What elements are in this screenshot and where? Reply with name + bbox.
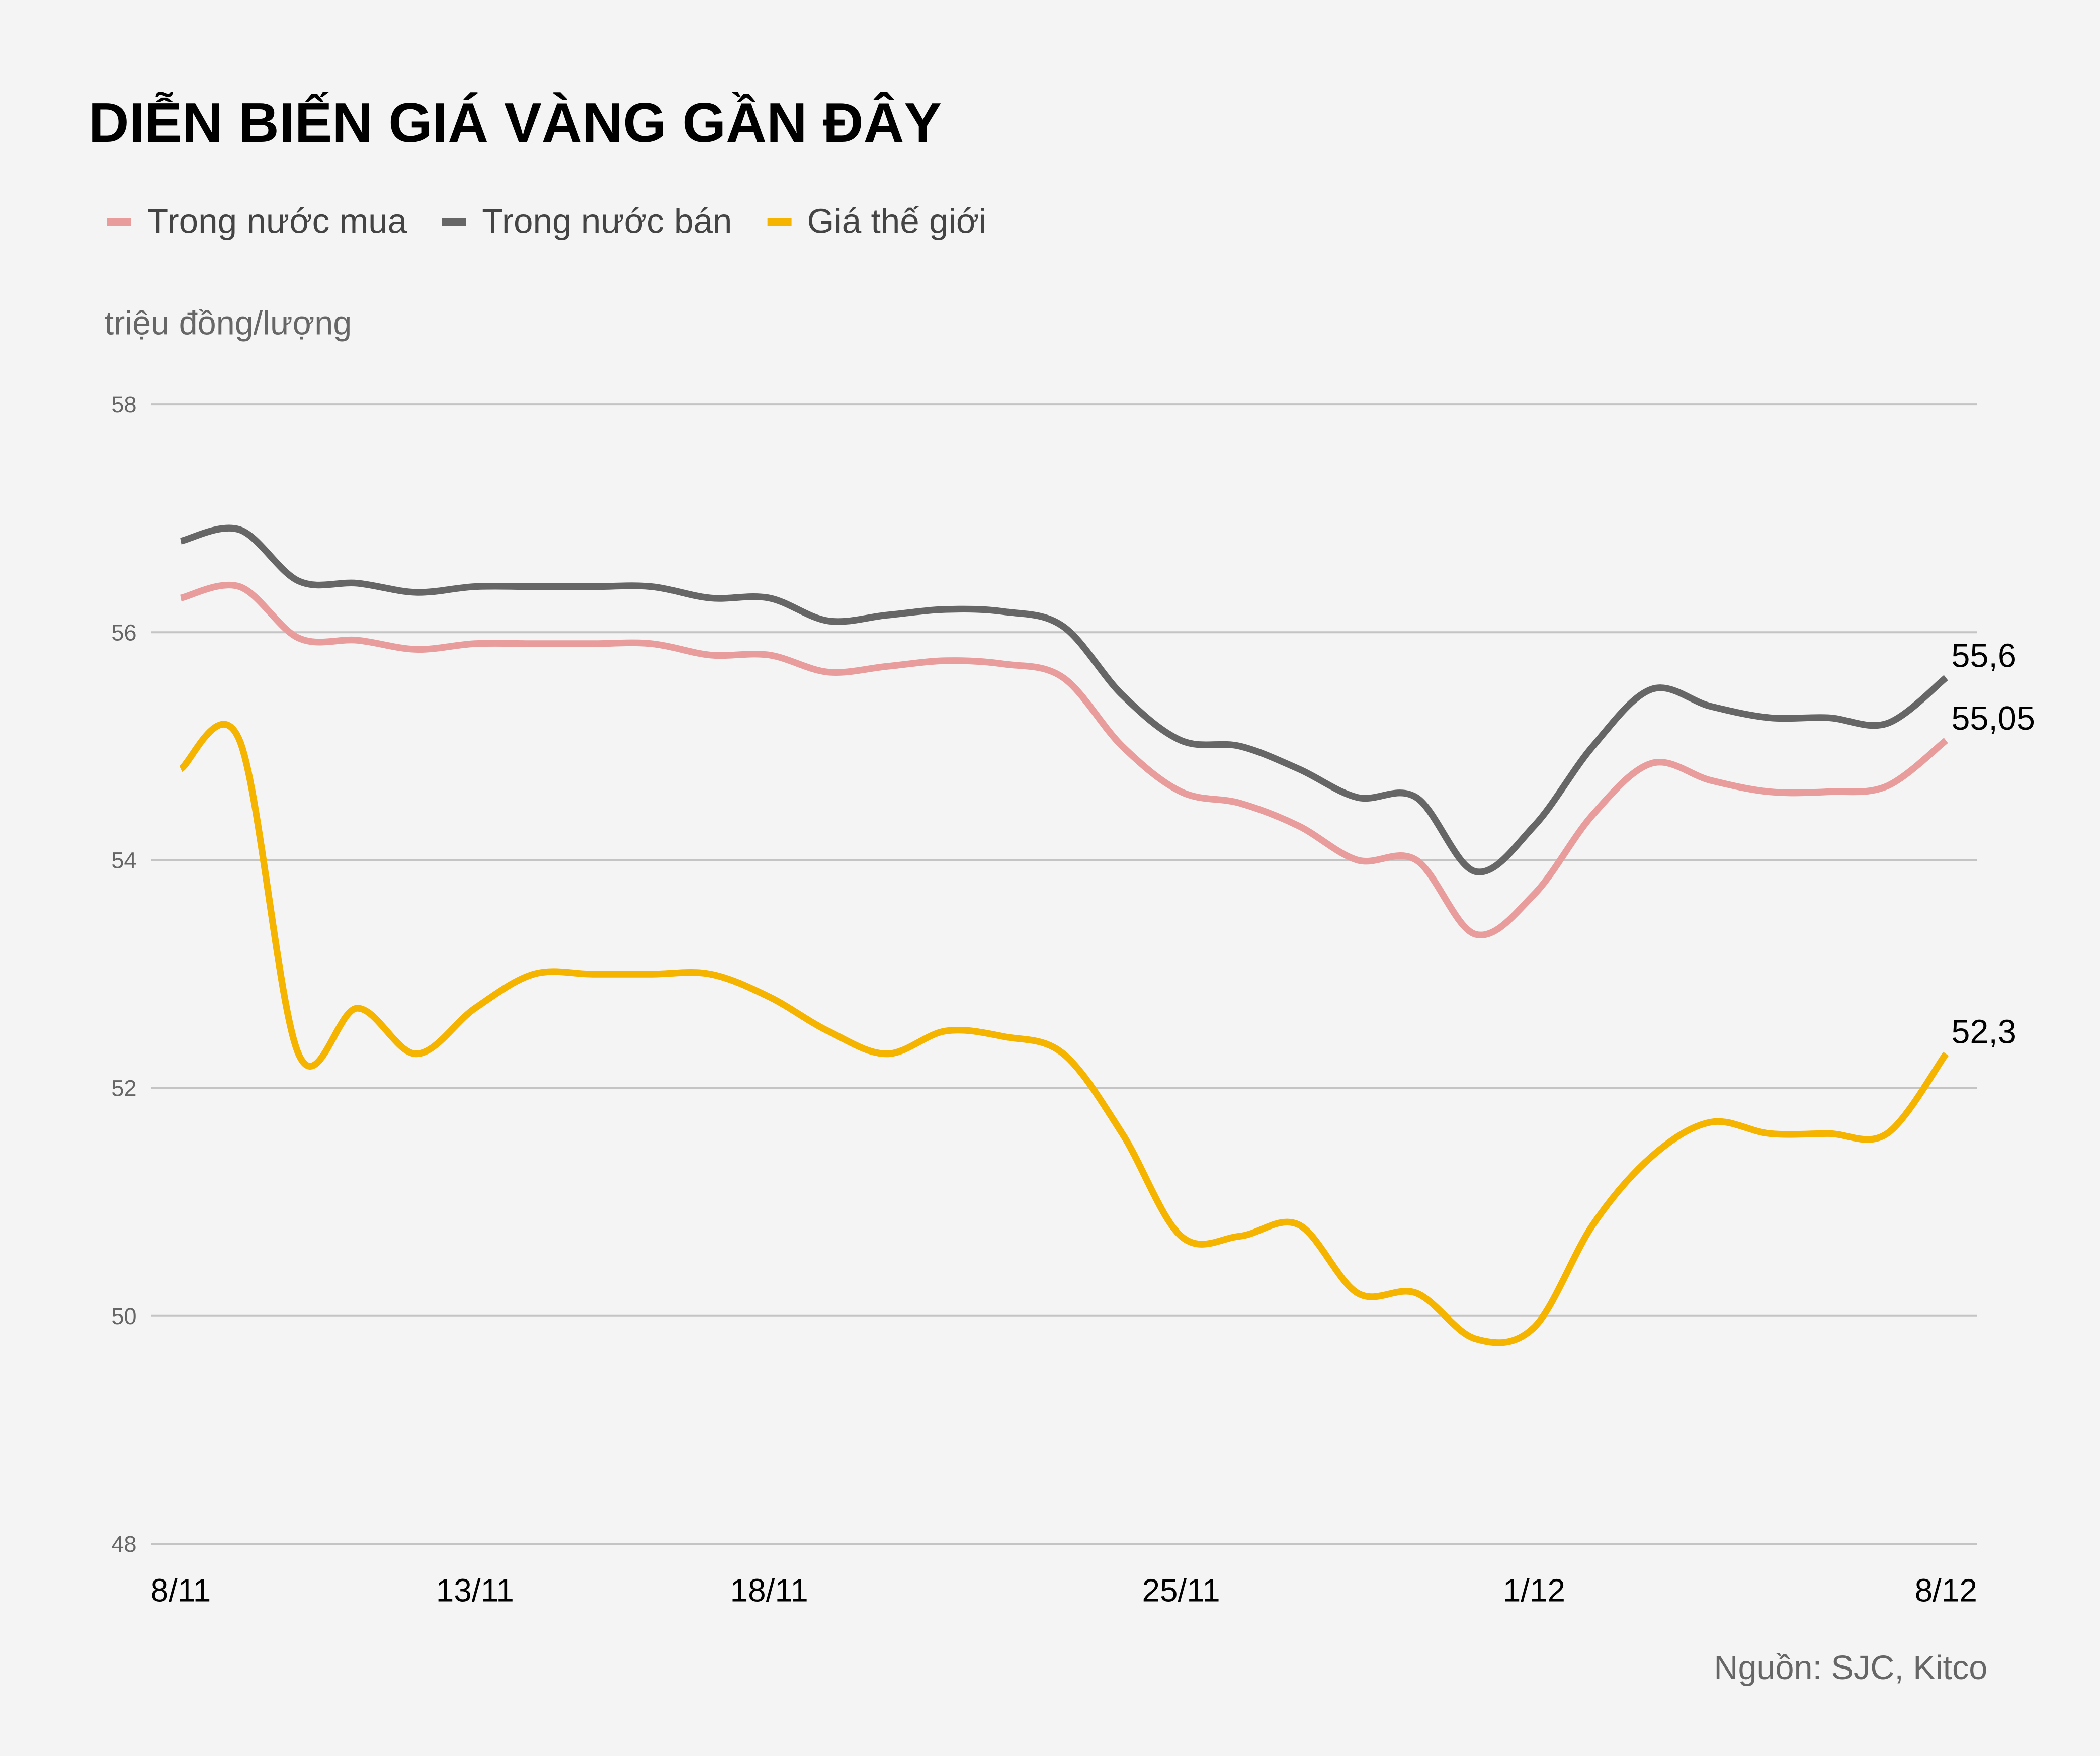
legend-item: Trong nước mua <box>107 201 407 242</box>
x-tick-label: 8/11 <box>151 1572 211 1608</box>
x-tick-label: 13/11 <box>436 1572 514 1608</box>
data-point <box>239 740 240 741</box>
y-tick-label: 54 <box>111 847 136 873</box>
data-point <box>1534 894 1535 895</box>
y-tick-label: 48 <box>111 1531 136 1557</box>
data-point <box>651 586 652 587</box>
data-point <box>1122 1133 1123 1134</box>
source-note: Nguồn: SJC, Kitco <box>1714 1649 1988 1687</box>
data-point <box>710 974 711 975</box>
data-point <box>651 974 652 975</box>
data-point <box>1887 723 1888 724</box>
data-point <box>1181 740 1182 741</box>
x-tick-label: 25/11 <box>1142 1572 1220 1608</box>
x-tick-label: 8/12 <box>1915 1572 1977 1608</box>
data-point <box>298 1053 299 1054</box>
legend-label: Giá thế giới <box>807 201 987 241</box>
x-tick-label: 18/11 <box>730 1572 808 1608</box>
series-line <box>180 581 1948 938</box>
data-point <box>1122 746 1123 747</box>
legend-swatch <box>767 217 791 226</box>
legend: Trong nước mua Trong nước bán Giá thế gi… <box>107 201 987 242</box>
y-tick-label: 56 <box>111 620 136 645</box>
data-point <box>1063 1053 1064 1054</box>
data-point <box>357 1008 358 1009</box>
end-value-label: 55,05 <box>1951 700 2035 737</box>
legend-label: Trong nước bán <box>482 201 732 241</box>
end-value-label: 52,3 <box>1951 1013 2017 1050</box>
legend-item: Giá thế giới <box>767 201 987 242</box>
legend-label: Trong nước mua <box>147 201 407 241</box>
series-line <box>179 721 1949 1346</box>
y-tick-label: 50 <box>111 1303 136 1329</box>
chart-title: DIỄN BIẾN GIÁ VÀNG GẦN ĐÂY <box>88 91 942 154</box>
y-tick-label: 52 <box>111 1076 136 1101</box>
data-point <box>357 583 358 584</box>
data-point <box>1004 1036 1005 1037</box>
data-point <box>239 586 240 587</box>
data-point <box>1887 1133 1888 1134</box>
series-line <box>180 524 1948 875</box>
data-point <box>1181 1236 1182 1237</box>
legend-swatch <box>107 217 131 226</box>
y-axis-label: triệu đồng/lượng <box>104 305 352 343</box>
legend-item: Trong nước bán <box>442 201 732 242</box>
x-tick-label: 1/12 <box>1503 1572 1565 1608</box>
data-point <box>1828 1133 1829 1134</box>
end-value-label: 55,6 <box>1951 638 2017 675</box>
data-point <box>1004 611 1005 612</box>
data-point <box>1534 1327 1535 1328</box>
legend-swatch <box>442 217 466 226</box>
data-point <box>1475 871 1476 872</box>
y-tick-label: 58 <box>111 392 136 417</box>
data-point <box>357 640 358 641</box>
